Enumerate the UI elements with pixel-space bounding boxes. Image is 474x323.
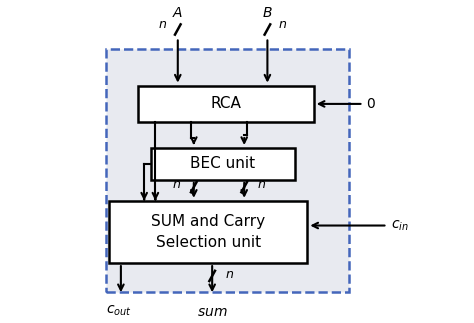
Text: RCA: RCA	[210, 96, 241, 111]
Text: $n$: $n$	[278, 18, 287, 31]
Text: $B$: $B$	[262, 6, 273, 20]
Text: SUM and Carry
Selection unit: SUM and Carry Selection unit	[151, 214, 265, 250]
Text: $n$: $n$	[172, 178, 181, 191]
Text: $n$: $n$	[257, 178, 266, 191]
Text: $n$: $n$	[158, 18, 167, 31]
Text: $c_{out}$: $c_{out}$	[106, 303, 132, 318]
Text: $c_{in}$: $c_{in}$	[391, 218, 409, 233]
Text: $sum$: $sum$	[197, 305, 228, 319]
Text: BEC unit: BEC unit	[190, 156, 255, 172]
Text: $n$: $n$	[225, 268, 234, 281]
Bar	[109, 201, 308, 263]
Bar	[138, 86, 314, 122]
Text: $A$: $A$	[172, 6, 183, 20]
Bar	[151, 148, 295, 180]
Text: 0: 0	[366, 97, 375, 111]
Bar	[106, 49, 349, 292]
